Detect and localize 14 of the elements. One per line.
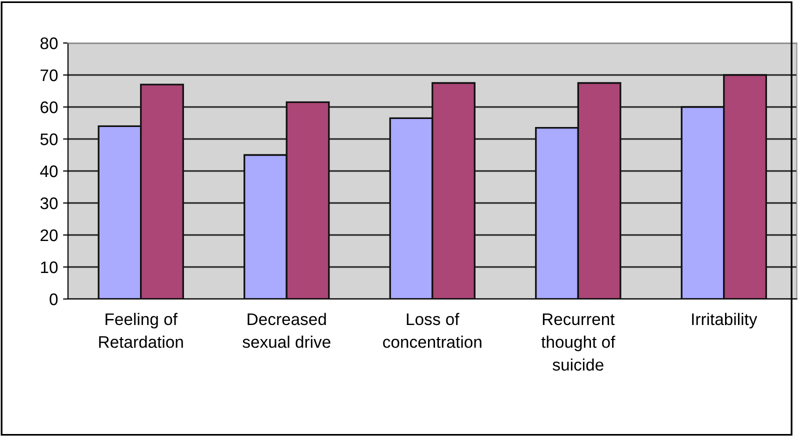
y-tick-label: 40 — [40, 165, 58, 178]
x-tick-label: Recurrent thought of suicide — [541, 314, 616, 371]
y-tick-label: 30 — [40, 197, 58, 210]
y-tick-label: 60 — [40, 101, 58, 114]
x-tick-label: Loss of concentration — [383, 312, 482, 348]
x-tick-label: Decreased sexual drive — [242, 312, 330, 348]
x-tick-label: Irritability — [692, 312, 758, 328]
y-tick-label: 0 — [50, 293, 58, 306]
x-tick-label: Feeling of Retardation — [99, 312, 183, 348]
y-tick-label: 80 — [40, 37, 58, 50]
y-tick-label: 10 — [41, 261, 58, 274]
y-tick-label: 50 — [40, 133, 58, 146]
y-tick-label: 70 — [40, 69, 58, 82]
y-tick-label: 20 — [40, 229, 58, 242]
